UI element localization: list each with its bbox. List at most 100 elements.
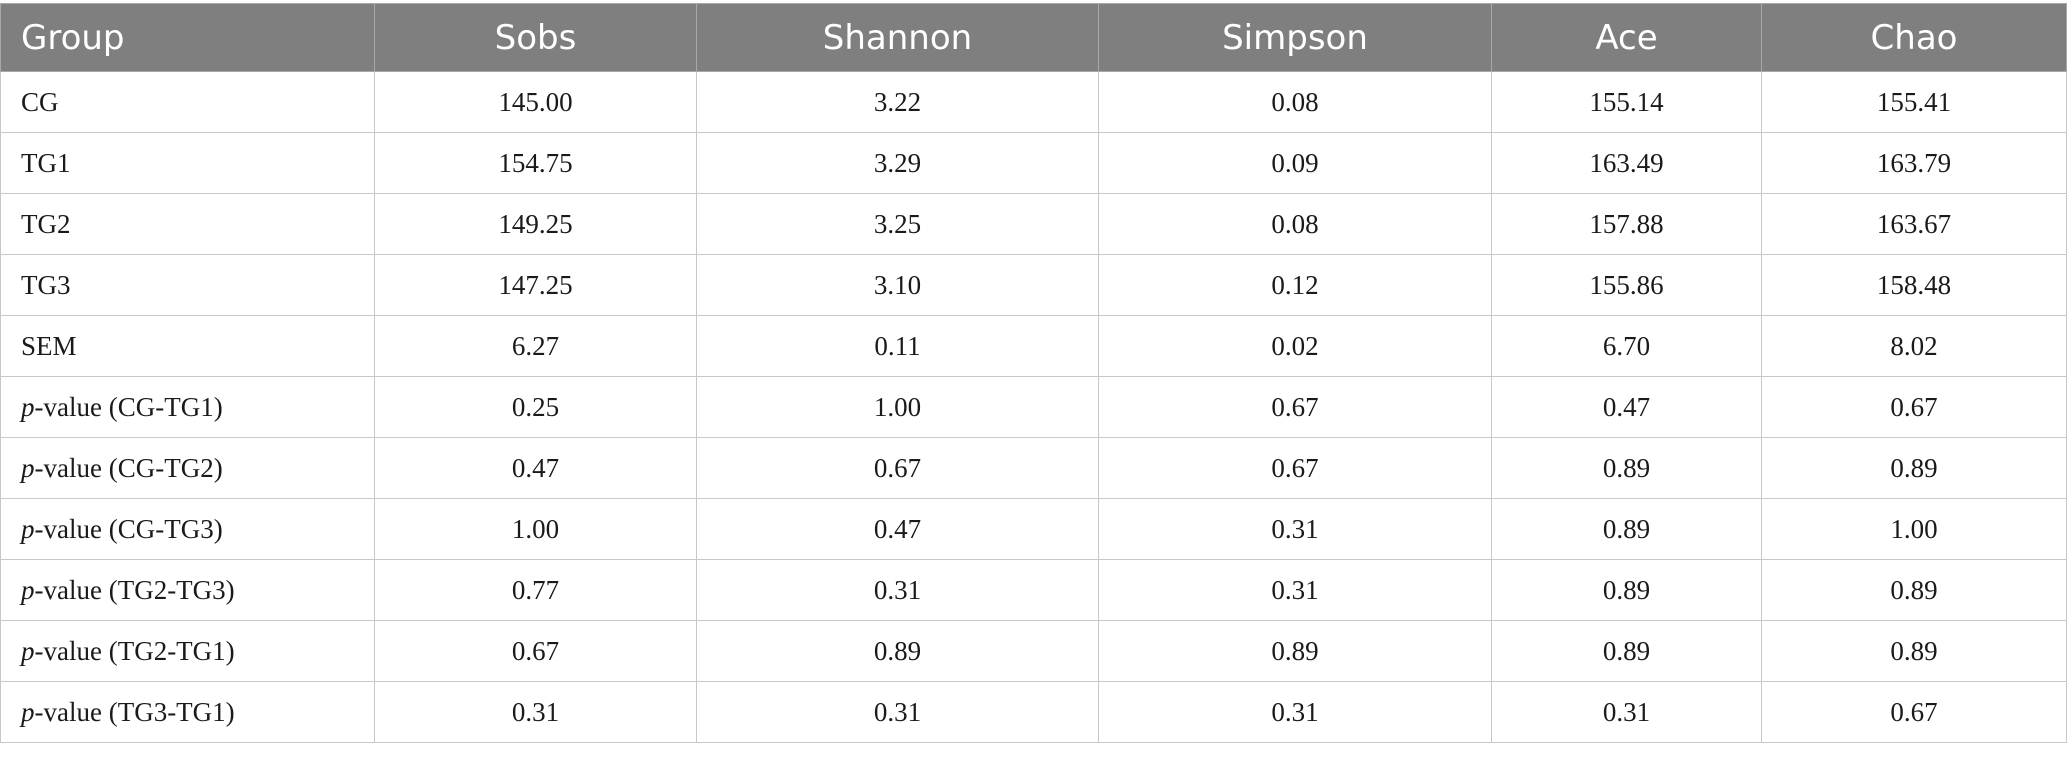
table-row: SEM 6.27 0.11 0.02 6.70 8.02 xyxy=(0,315,2067,377)
value-cell: 0.89 xyxy=(1098,620,1492,682)
column-header-group: Group xyxy=(0,3,375,72)
value-cell: 147.25 xyxy=(374,254,697,316)
value-cell: 155.41 xyxy=(1761,71,2067,133)
column-header-sobs: Sobs xyxy=(374,3,697,72)
value-cell: 155.86 xyxy=(1491,254,1762,316)
value-cell: 0.67 xyxy=(374,620,697,682)
value-cell: 0.47 xyxy=(696,498,1099,560)
row-label-cell: CG xyxy=(0,71,375,133)
value-cell: 0.67 xyxy=(1761,681,2067,743)
value-cell: 3.29 xyxy=(696,132,1099,194)
column-header-chao: Chao xyxy=(1761,3,2067,72)
value-cell: 0.02 xyxy=(1098,315,1492,377)
value-cell: 0.47 xyxy=(374,437,697,499)
row-label: SEM xyxy=(21,330,77,361)
value-cell: 0.89 xyxy=(696,620,1099,682)
value-cell: 149.25 xyxy=(374,193,697,255)
table-body: CG 145.00 3.22 0.08 155.14 155.41 TG1 154.75 3.2… xyxy=(0,71,2067,743)
row-label-cell: p-value (CG-TG2) xyxy=(0,437,375,499)
value-cell: 163.49 xyxy=(1491,132,1762,194)
table-row: p-value (TG2-TG3) 0.77 0.31 0.31 0.89 0.89 xyxy=(0,559,2067,621)
value-cell: 1.00 xyxy=(696,376,1099,438)
alpha-diversity-table: Group Sobs Shannon Simpson Ace Chao CG 14… xyxy=(0,3,2067,743)
value-cell: 6.27 xyxy=(374,315,697,377)
row-label: -value (TG2-TG1) xyxy=(34,635,235,666)
row-label-cell: p-value (CG-TG1) xyxy=(0,376,375,438)
p-symbol: p xyxy=(21,696,35,727)
table-row: TG1 154.75 3.29 0.09 163.49 163.79 xyxy=(0,132,2067,194)
row-label: -value (CG-TG3) xyxy=(34,513,223,544)
value-cell: 0.31 xyxy=(1098,559,1492,621)
row-label-cell: p-value (TG2-TG1) xyxy=(0,620,375,682)
value-cell: 0.89 xyxy=(1491,559,1762,621)
value-cell: 0.09 xyxy=(1098,132,1492,194)
value-cell: 0.31 xyxy=(1098,681,1492,743)
row-label: -value (TG3-TG1) xyxy=(34,696,235,727)
row-label: -value (CG-TG2) xyxy=(34,452,223,483)
value-cell: 6.70 xyxy=(1491,315,1762,377)
value-cell: 0.89 xyxy=(1491,437,1762,499)
p-symbol: p xyxy=(21,391,35,422)
column-header-ace: Ace xyxy=(1491,3,1762,72)
value-cell: 0.31 xyxy=(1098,498,1492,560)
value-cell: 163.67 xyxy=(1761,193,2067,255)
row-label: -value (CG-TG1) xyxy=(34,391,223,422)
table-row: p-value (TG3-TG1) 0.31 0.31 0.31 0.31 0.67 xyxy=(0,681,2067,743)
row-label-cell: TG3 xyxy=(0,254,375,316)
column-header-shannon: Shannon xyxy=(696,3,1099,72)
value-cell: 3.25 xyxy=(696,193,1099,255)
value-cell: 0.89 xyxy=(1491,498,1762,560)
value-cell: 158.48 xyxy=(1761,254,2067,316)
row-label: -value (TG2-TG3) xyxy=(34,574,235,605)
value-cell: 0.89 xyxy=(1761,437,2067,499)
table-row: CG 145.00 3.22 0.08 155.14 155.41 xyxy=(0,71,2067,133)
column-header-simpson: Simpson xyxy=(1098,3,1492,72)
header-row: Group Sobs Shannon Simpson Ace Chao xyxy=(0,3,2067,72)
value-cell: 0.47 xyxy=(1491,376,1762,438)
p-symbol: p xyxy=(21,574,35,605)
value-cell: 8.02 xyxy=(1761,315,2067,377)
value-cell: 145.00 xyxy=(374,71,697,133)
value-cell: 154.75 xyxy=(374,132,697,194)
value-cell: 0.31 xyxy=(374,681,697,743)
value-cell: 155.14 xyxy=(1491,71,1762,133)
value-cell: 1.00 xyxy=(374,498,697,560)
value-cell: 3.10 xyxy=(696,254,1099,316)
table-row: TG2 149.25 3.25 0.08 157.88 163.67 xyxy=(0,193,2067,255)
row-label: TG1 xyxy=(21,147,71,178)
value-cell: 0.67 xyxy=(1761,376,2067,438)
value-cell: 0.12 xyxy=(1098,254,1492,316)
row-label: TG3 xyxy=(21,269,71,300)
value-cell: 163.79 xyxy=(1761,132,2067,194)
value-cell: 3.22 xyxy=(696,71,1099,133)
value-cell: 0.08 xyxy=(1098,193,1492,255)
value-cell: 0.67 xyxy=(696,437,1099,499)
row-label-cell: p-value (TG3-TG1) xyxy=(0,681,375,743)
table-row: p-value (CG-TG1) 0.25 1.00 0.67 0.47 0.67 xyxy=(0,376,2067,438)
value-cell: 157.88 xyxy=(1491,193,1762,255)
row-label-cell: SEM xyxy=(0,315,375,377)
value-cell: 0.89 xyxy=(1761,620,2067,682)
value-cell: 0.25 xyxy=(374,376,697,438)
value-cell: 1.00 xyxy=(1761,498,2067,560)
value-cell: 0.11 xyxy=(696,315,1099,377)
p-symbol: p xyxy=(21,513,35,544)
value-cell: 0.31 xyxy=(696,559,1099,621)
row-label-cell: TG1 xyxy=(0,132,375,194)
row-label: CG xyxy=(21,86,59,117)
value-cell: 0.31 xyxy=(1491,681,1762,743)
table-row: p-value (CG-TG3) 1.00 0.47 0.31 0.89 1.00 xyxy=(0,498,2067,560)
row-label: TG2 xyxy=(21,208,71,239)
value-cell: 0.89 xyxy=(1491,620,1762,682)
value-cell: 0.67 xyxy=(1098,437,1492,499)
value-cell: 0.67 xyxy=(1098,376,1492,438)
p-symbol: p xyxy=(21,635,35,666)
row-label-cell: p-value (TG2-TG3) xyxy=(0,559,375,621)
table-row: p-value (TG2-TG1) 0.67 0.89 0.89 0.89 0.89 xyxy=(0,620,2067,682)
value-cell: 0.08 xyxy=(1098,71,1492,133)
row-label-cell: p-value (CG-TG3) xyxy=(0,498,375,560)
p-symbol: p xyxy=(21,452,35,483)
value-cell: 0.31 xyxy=(696,681,1099,743)
table-row: p-value (CG-TG2) 0.47 0.67 0.67 0.89 0.89 xyxy=(0,437,2067,499)
row-label-cell: TG2 xyxy=(0,193,375,255)
